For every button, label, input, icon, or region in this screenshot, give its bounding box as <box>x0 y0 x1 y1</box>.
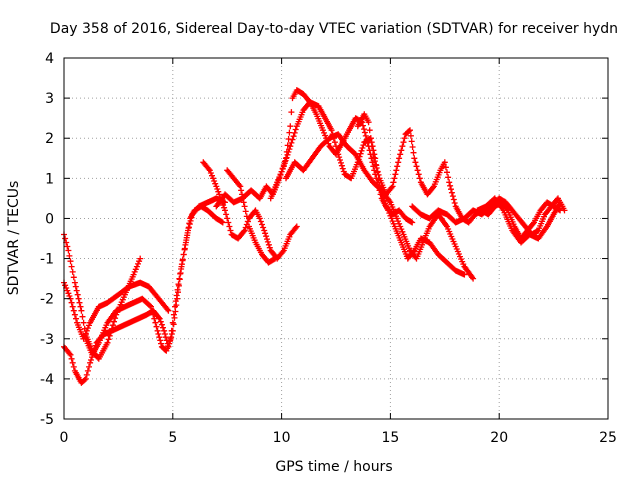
y-tick-labels: -5 -4 -3 -2 -1 0 1 2 3 4 <box>40 51 54 428</box>
y-tick-label: -5 <box>40 412 54 428</box>
y-tick-label: -1 <box>40 252 54 268</box>
y-tick-label: -3 <box>40 332 54 348</box>
series-track-1 <box>61 231 144 362</box>
series-track-5 <box>200 159 300 262</box>
series-markers <box>61 203 226 386</box>
data-points <box>61 87 568 386</box>
series-markers <box>61 231 144 362</box>
series-track-4 <box>82 195 228 358</box>
series-markers <box>224 167 279 266</box>
y-axis-label: SDTVAR / TECUs <box>6 181 22 296</box>
series-track-10 <box>354 111 564 242</box>
series-markers <box>354 111 564 242</box>
series-track-8 <box>267 99 468 278</box>
series-track-12 <box>474 195 568 246</box>
y-tick-label: 2 <box>45 131 54 147</box>
series-markers <box>200 159 300 262</box>
y-tick-label: 3 <box>45 91 54 107</box>
chart-title: Day 358 of 2016, Sidereal Day-to-day VTE… <box>50 21 618 37</box>
x-tick-label: 20 <box>490 430 508 446</box>
axis-ticks <box>63 57 609 420</box>
plot-frame <box>63 57 609 420</box>
y-tick-label: 0 <box>45 211 54 227</box>
series-markers <box>82 195 228 358</box>
y-tick-label: 4 <box>45 51 54 67</box>
series-track-9 <box>283 131 477 282</box>
x-axis-label: GPS time / hours <box>275 459 392 475</box>
x-tick-label: 0 <box>60 430 69 446</box>
series-track-3 <box>61 203 226 386</box>
y-tick-label: 1 <box>45 171 54 187</box>
series-markers <box>283 131 477 282</box>
series-track-6 <box>224 167 279 266</box>
series-markers <box>267 99 468 278</box>
y-tick-label: -4 <box>40 372 54 388</box>
y-tick-label: -2 <box>40 292 54 308</box>
x-tick-label: 5 <box>168 430 177 446</box>
series-markers <box>474 195 568 246</box>
x-tick-label: 10 <box>273 430 291 446</box>
x-tick-labels: 0 5 10 15 20 25 <box>60 430 617 446</box>
x-tick-label: 15 <box>381 430 399 446</box>
x-tick-label: 25 <box>599 430 617 446</box>
